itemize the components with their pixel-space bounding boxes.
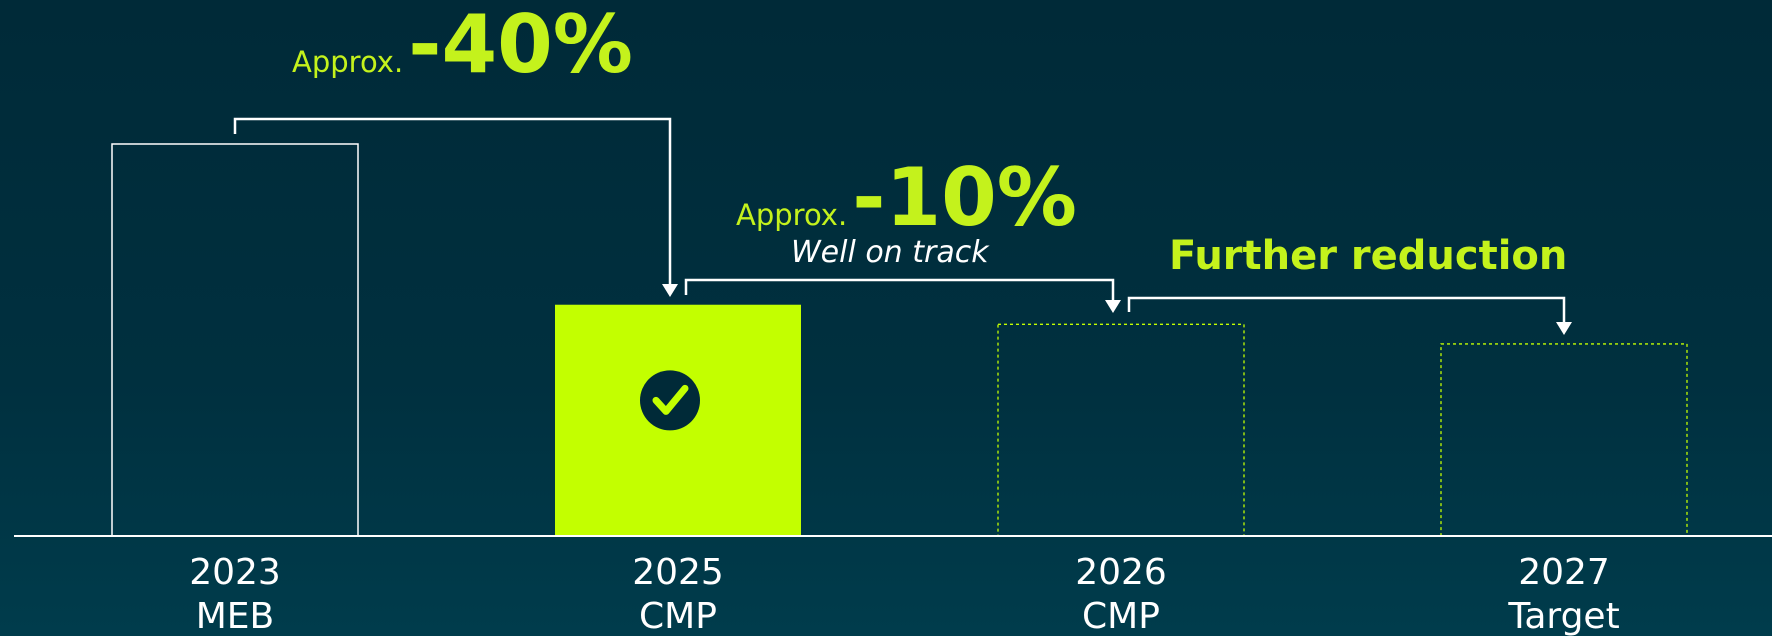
x-tick-label: 2023 xyxy=(189,552,281,593)
x-tick-label: 2025 xyxy=(632,552,724,593)
x-tick-sublabel: Target xyxy=(1507,596,1619,636)
annotation: Further reduction xyxy=(1169,233,1567,279)
x-tick-sublabel: MEB xyxy=(196,596,275,636)
arrowhead xyxy=(1556,322,1572,335)
arrowheads xyxy=(662,284,1572,335)
bar xyxy=(1440,343,1688,537)
arrowhead xyxy=(662,284,678,297)
annotation-prefix: Approx. xyxy=(736,198,847,232)
annotation-value: -10% xyxy=(852,151,1077,244)
bracket xyxy=(684,278,1115,304)
bracket xyxy=(1127,296,1566,327)
arrowhead xyxy=(1105,300,1121,313)
annotation: Approx. -10% xyxy=(736,151,1077,244)
x-tick-label: 2027 xyxy=(1518,552,1610,593)
check-mark xyxy=(652,384,689,415)
annotation: Approx. -40% xyxy=(292,0,633,91)
x-tick-label: 2026 xyxy=(1075,552,1167,593)
annotation-note: Well on track xyxy=(791,235,990,270)
bar xyxy=(997,323,1245,537)
bar xyxy=(111,143,359,537)
x-tick-sublabel: CMP xyxy=(1082,596,1160,636)
bracket xyxy=(233,117,672,288)
annotation-value: -40% xyxy=(408,0,633,91)
x-tick-sublabel: CMP xyxy=(639,596,717,636)
annotation-prefix: Approx. xyxy=(292,45,403,79)
check-icon xyxy=(640,370,700,431)
brackets xyxy=(233,117,1566,327)
